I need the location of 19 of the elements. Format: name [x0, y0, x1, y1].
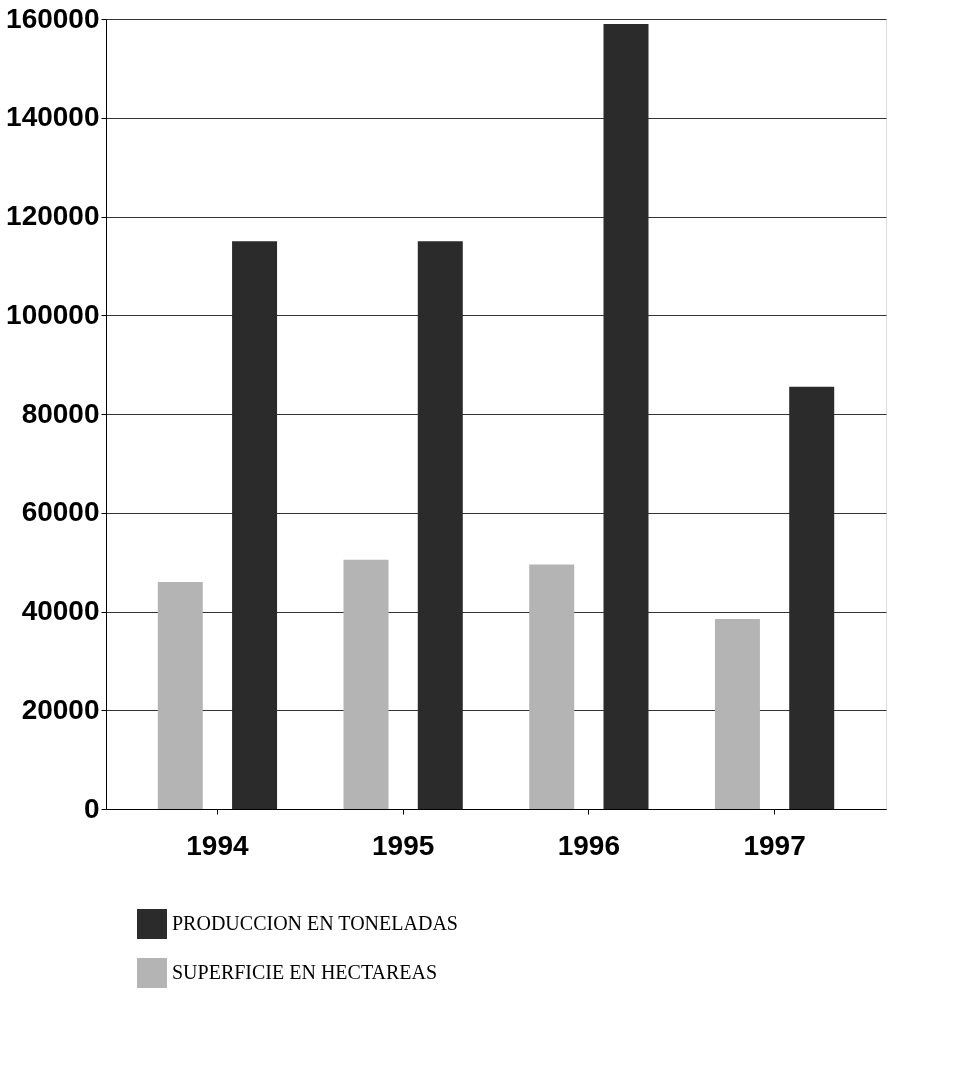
- legend-label: SUPERFICIE EN HECTAREAS: [172, 961, 438, 983]
- y-tick-label: 140000: [6, 101, 100, 133]
- y-tick-label: 80000: [21, 397, 100, 429]
- x-tick-label: 1995: [371, 829, 435, 861]
- x-tick-label: 1996: [557, 829, 621, 861]
- legend-label: PRODUCCION EN TONELADAS: [172, 912, 458, 934]
- y-tick-label: 100000: [6, 298, 100, 330]
- y-tick-label: 20000: [21, 693, 100, 725]
- bar: [529, 564, 575, 809]
- y-tick-label: 40000: [21, 595, 100, 626]
- bar: [157, 581, 203, 809]
- y-tick-label: 0: [83, 792, 100, 824]
- x-tick-label: 1994: [186, 829, 249, 861]
- y-tick-label: 160000: [6, 2, 100, 34]
- y-tick-label: 60000: [21, 496, 100, 528]
- y-tick-label: 120000: [6, 200, 100, 231]
- bar: [714, 618, 760, 809]
- x-tick-label: 1997: [743, 829, 806, 861]
- bar: [343, 559, 389, 809]
